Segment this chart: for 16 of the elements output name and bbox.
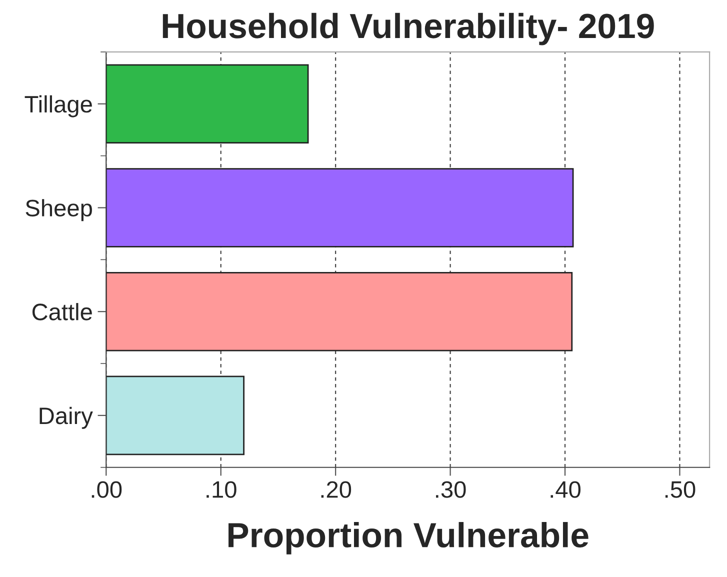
bar [106, 64, 309, 144]
x-tick-label: .00 [92, 481, 122, 498]
x-tick-label: .50 [665, 481, 696, 498]
bar [106, 376, 244, 456]
y-tick-label: Cattle [32, 303, 92, 320]
chart-title: Household Vulnerability- 2019 [162, 12, 654, 46]
y-tick-label: Tillage [24, 95, 92, 118]
x-tick-label: .20 [321, 481, 352, 498]
x-tick-label: .10 [206, 481, 236, 498]
y-tick-label: Sheep [26, 199, 92, 222]
x-tick-label: .40 [550, 481, 580, 498]
x-axis-title: Proportion Vulnerable [228, 522, 588, 554]
x-tick-label: .30 [436, 481, 466, 498]
y-tick-label: Dairy [40, 406, 93, 429]
bar [106, 168, 574, 248]
bar [106, 272, 573, 352]
